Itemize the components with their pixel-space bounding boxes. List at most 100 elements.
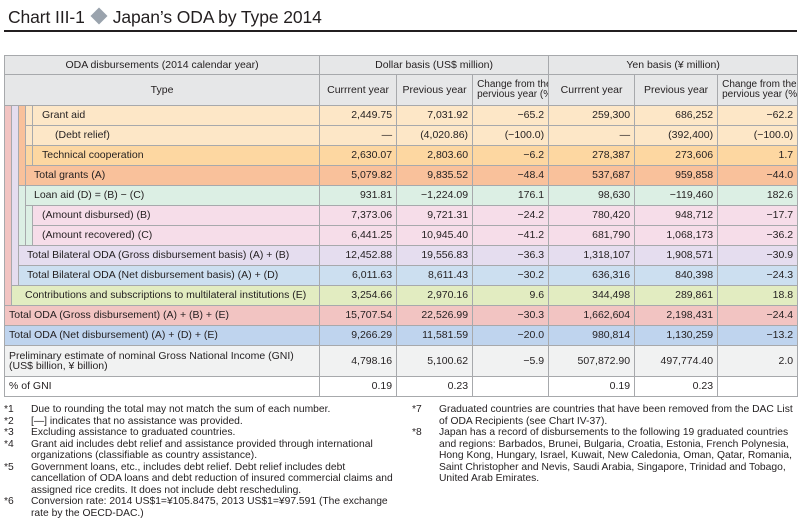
diamond-icon [90, 7, 108, 25]
header-type: Type [3, 74, 321, 106]
yen-current: 681,790 [548, 225, 636, 246]
yen-change: 2.0 [717, 345, 799, 377]
usd-change: (−100.0) [472, 125, 550, 146]
gni-label-line2: (US$ billion, ¥ billion) [9, 360, 108, 372]
usd-current: 931.81 [319, 185, 398, 206]
table-row-grant-aid: Grant aid 2,449.75 7,031.92 −65.2 259,30… [4, 105, 799, 306]
usd-change: 9.6 [472, 285, 550, 306]
yen-previous: 948,712 [634, 205, 719, 226]
yen-change: −44.0 [717, 165, 799, 186]
usd-previous: (4,020.86) [396, 125, 474, 146]
yen-current: 780,420 [548, 205, 636, 226]
yen-current: 1,662,604 [548, 305, 636, 326]
table-row-amount-recovered: (Amount recovered) (C) 6,441.25 10,945.4… [4, 225, 799, 246]
footnote: *6 Conversion rate: 2014 US$1=¥105.8475, … [4, 496, 402, 519]
table-row-bilateral-net: Total Bilateral ODA (Net disbursement ba… [4, 265, 799, 286]
table-row-total-oda-gross: Total ODA (Gross disbursement) (A) + (B)… [3, 305, 799, 326]
table-row-multilateral: Contributions and subscriptions to multi… [4, 285, 799, 306]
table-row-total-oda-net: Total ODA (Net disbursement) (A) + (D) +… [3, 325, 799, 346]
table-row-loan-aid: Loan aid (D) = (B) − (C) 931.81 −1,224.0… [4, 185, 799, 246]
header-yen-previous-year: Previous year [634, 74, 719, 106]
yen-previous: 1,130,259 [634, 325, 719, 346]
usd-previous: 19,556.83 [396, 245, 474, 266]
footnote: *1 Due to rounding the total may not matc… [4, 404, 402, 416]
usd-current: 0.19 [319, 376, 398, 397]
yen-current: 278,387 [548, 145, 636, 166]
row-label-bilateral-gross: Total Bilateral ODA (Gross disbursement … [17, 245, 321, 266]
yen-previous: (392,400) [634, 125, 719, 146]
usd-previous: 10,945.40 [396, 225, 474, 246]
footnote-mark: *5 [4, 461, 14, 473]
footnote: *3 Excluding assistance to graduated coun… [4, 427, 402, 439]
usd-current: 3,254.66 [319, 285, 398, 306]
usd-current: 6,011.63 [319, 265, 398, 286]
usd-change: −48.4 [472, 165, 550, 186]
yen-change: 182.6 [717, 185, 799, 206]
table-row-amount-disbursed: (Amount disbursed) (B) 7,373.06 9,721.31… [4, 205, 799, 246]
usd-change [472, 376, 550, 397]
yen-change: −13.2 [717, 325, 799, 346]
yen-previous: 1,068,173 [634, 225, 719, 246]
usd-change: −30.2 [472, 265, 550, 286]
header-yen-basis: Yen basis (¥ million) [548, 55, 799, 75]
amount-indent [25, 205, 33, 246]
header-usd-change-line2: pervious year (%) [477, 89, 549, 100]
yen-current: 507,872.90 [548, 345, 636, 377]
row-label-grant-aid: Grant aid [31, 105, 321, 126]
usd-change: −24.2 [472, 205, 550, 226]
usd-change: −65.2 [472, 105, 550, 126]
technical-cooperation-indent [25, 145, 33, 166]
footnote-mark: *2 [4, 415, 14, 427]
footnote: *2 [—] indicates that no assistance was p… [4, 416, 402, 428]
footnote-mark: *3 [4, 427, 14, 438]
row-label-total-grants: Total grants (A) [24, 165, 321, 186]
usd-current: 5,079.82 [319, 165, 398, 186]
yen-change: −30.9 [717, 245, 799, 266]
usd-current: 6,441.25 [319, 225, 398, 246]
yen-current: 0.19 [548, 376, 636, 397]
row-label-amount-disbursed: (Amount disbursed) (B) [31, 205, 321, 226]
row-label-gni: Preliminary estimate of nominal Gross Na… [3, 345, 321, 377]
yen-current: 98,630 [548, 185, 636, 206]
table-row-gni: Preliminary estimate of nominal Gross Na… [3, 345, 799, 377]
header-usd-previous-year: Previous year [396, 74, 474, 106]
usd-previous: 22,526.99 [396, 305, 474, 326]
chart-title-bar: Chart III-1 Japan’s ODA by Type 2014 [4, 3, 797, 32]
usd-change: −30.3 [472, 305, 550, 326]
row-label-total-oda-net: Total ODA (Net disbursement) (A) + (D) +… [3, 325, 321, 346]
row-label-total-oda-gross: Total ODA (Gross disbursement) (A) + (B)… [3, 305, 321, 326]
total-grants-bracket [18, 105, 26, 186]
yen-change: −24.3 [717, 265, 799, 286]
usd-change: −36.3 [472, 245, 550, 266]
usd-change: −20.0 [472, 325, 550, 346]
table-row-pct-gni: % of GNI 0.19 0.23 0.19 0.23 [3, 376, 799, 397]
usd-previous: 5,100.62 [396, 345, 474, 377]
footnote-text: Graduated countries are countries that h… [439, 404, 793, 427]
footnotes-left: *1 Due to rounding the total may not matc… [4, 404, 402, 519]
footnote-mark: *4 [4, 438, 14, 450]
usd-current: 12,452.88 [319, 245, 398, 266]
row-label-debt-relief: (Debt relief) [31, 125, 321, 146]
footnote-mark: *1 [4, 404, 14, 415]
yen-current: 636,316 [548, 265, 636, 286]
header-yen-change-line1: Change from the [722, 79, 797, 90]
footnote: *4 Grant aid includes debt relief and ass… [4, 439, 402, 462]
header-usd-change-line1: Change from the [477, 79, 549, 90]
bilateral-gross-bracket [11, 105, 19, 286]
total-oda-gross-bracket [4, 105, 12, 306]
header-yen-current-year: Currrent year [548, 74, 636, 106]
debt-relief-indent [25, 125, 33, 146]
footnote: *7 Graduated countries are countries that… [412, 404, 797, 427]
yen-previous: 497,774.40 [634, 345, 719, 377]
yen-current: 537,687 [548, 165, 636, 186]
usd-current: 4,798.16 [319, 345, 398, 377]
row-label-multilateral: Contributions and subscriptions to multi… [10, 285, 321, 306]
page-title: Chart III-1 Japan’s ODA by Type 2014 [8, 7, 322, 28]
footnote-mark: *8 [412, 427, 422, 438]
yen-current: 259,300 [548, 105, 636, 126]
yen-change: 1.7 [717, 145, 799, 166]
yen-current: 1,318,107 [548, 245, 636, 266]
yen-change: (−100.0) [717, 125, 799, 146]
usd-previous: 11,581.59 [396, 325, 474, 346]
gni-label-line1: Preliminary estimate of nominal Gross Na… [9, 349, 294, 362]
